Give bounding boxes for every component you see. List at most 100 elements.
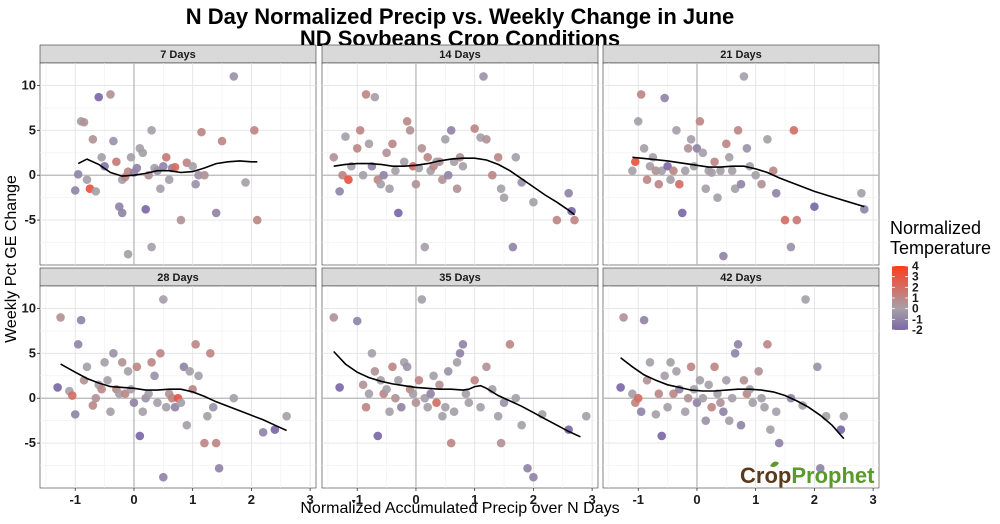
data-point [150, 371, 159, 381]
data-point [182, 420, 192, 430]
data-point [821, 411, 831, 421]
trend-line [620, 357, 845, 440]
data-point [170, 402, 180, 412]
cropprophet-logo: CropProphet [740, 463, 875, 488]
data-point [67, 391, 77, 400]
data-point [358, 380, 368, 390]
data-point [132, 362, 142, 372]
data-point [414, 375, 424, 385]
data-point [159, 295, 168, 304]
data-point [680, 166, 690, 176]
data-point [208, 402, 218, 412]
data-point [394, 375, 403, 385]
data-point [677, 208, 687, 218]
data-point [109, 136, 118, 146]
data-point [771, 407, 781, 416]
data-point [493, 411, 503, 421]
data-point [100, 358, 109, 367]
data-point [766, 425, 775, 434]
y-tick-label: -5 [24, 212, 36, 227]
data-point [420, 393, 430, 403]
legend-tick-label: 3 [912, 270, 919, 284]
data-point [523, 463, 532, 473]
data-point [748, 398, 758, 408]
data-point [70, 186, 80, 195]
data-point [719, 251, 728, 261]
data-point [633, 117, 643, 126]
data-point [191, 340, 200, 349]
data-point [660, 371, 669, 381]
data-point [692, 398, 702, 408]
data-point [355, 126, 365, 135]
data-point [630, 157, 640, 167]
data-point [135, 431, 145, 441]
data-point [739, 72, 749, 81]
data-point [455, 349, 465, 358]
x-tick-label: 1 [471, 492, 478, 507]
data-point [470, 375, 479, 385]
trend-line [333, 157, 575, 216]
data-point [73, 170, 83, 179]
x-axis-label: Normalized Accumulated Precip over N Day… [300, 500, 620, 517]
data-point [76, 315, 86, 325]
data-point [423, 402, 433, 412]
data-point [552, 215, 562, 225]
x-tick-label: 0 [412, 492, 419, 507]
data-point [112, 157, 121, 167]
data-point [639, 143, 649, 153]
data-point [727, 166, 737, 176]
data-point [710, 157, 719, 167]
data-point [88, 401, 98, 410]
data-point [651, 410, 661, 419]
data-point [364, 389, 374, 399]
data-point [616, 383, 625, 392]
data-point [396, 402, 406, 412]
data-point [123, 366, 133, 376]
data-point [329, 152, 339, 162]
panel-background [321, 285, 599, 489]
data-point [458, 340, 468, 349]
data-point [452, 358, 462, 367]
data-point [733, 340, 743, 349]
data-point [417, 143, 427, 153]
data-point [642, 375, 652, 385]
data-point [120, 389, 130, 399]
legend-colorbar [892, 266, 908, 330]
data-point [408, 389, 418, 399]
data-point [733, 126, 743, 135]
data-point [106, 407, 115, 416]
data-point [402, 362, 412, 372]
data-point [103, 375, 112, 385]
data-point [496, 438, 506, 448]
facet-strip-label: 7 Days [160, 49, 195, 61]
data-point [801, 295, 810, 304]
data-point [352, 316, 362, 326]
panel-background [39, 62, 317, 266]
data-point [628, 166, 637, 176]
data-point [241, 178, 250, 187]
data-point [53, 383, 62, 392]
data-point [707, 402, 716, 412]
data-point [123, 249, 133, 259]
facet-strip-label: 35 Days [439, 272, 481, 284]
data-point [727, 393, 737, 403]
data-point [200, 438, 209, 448]
data-point [402, 117, 412, 126]
logo-leaf-icon [770, 461, 779, 467]
data-point [147, 242, 156, 252]
x-tick-label: 1 [189, 492, 196, 507]
data-point [707, 168, 716, 177]
x-tick-label: 1 [752, 492, 759, 507]
data-point [660, 93, 669, 103]
data-point [432, 398, 441, 408]
data-point [771, 188, 781, 198]
facet-panel-1: 7 Days -5 0 5 10 [22, 44, 317, 266]
data-point [680, 407, 690, 416]
data-point [370, 366, 380, 376]
data-point [82, 362, 92, 372]
x-tick-label: -1 [632, 492, 644, 507]
data-point [97, 384, 106, 394]
data-point [669, 166, 678, 176]
data-point [338, 170, 347, 180]
data-point [636, 90, 646, 99]
